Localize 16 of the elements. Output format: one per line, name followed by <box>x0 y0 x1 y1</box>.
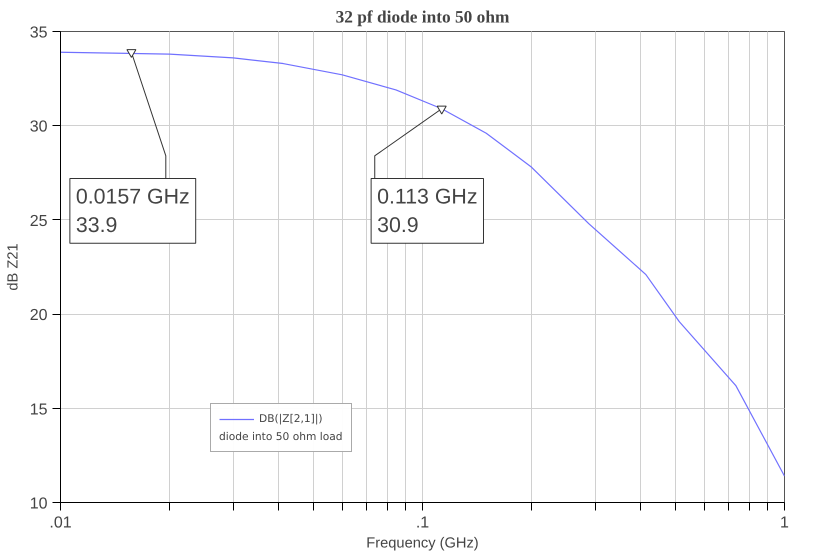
annotation: 0.0157 GHz 33.9 <box>76 184 190 238</box>
x-axis-title: Frequency (GHz) <box>366 536 479 552</box>
legend-title: diode into 50 ohm load <box>219 430 343 443</box>
y-tick-label: 20 <box>30 307 48 324</box>
annotation: 0.113 GHz 30.9 <box>377 184 478 238</box>
x-tick-label: 1 <box>780 514 790 532</box>
y-tick-label: 30 <box>30 118 48 136</box>
y-tick-label: 25 <box>30 212 48 230</box>
legend-label: DB(|Z[2,1]|) <box>259 412 323 425</box>
y-tick-label: 35 <box>30 24 48 42</box>
y-axis-title: dB Z21 <box>6 243 22 291</box>
y-tick-label: 15 <box>30 401 48 418</box>
chart-title: 32 pf diode into 50 ohm <box>336 8 510 26</box>
x-tick-label: .01 <box>49 514 72 532</box>
x-tick-label: .1 <box>416 514 430 532</box>
y-tick-label: 10 <box>30 496 48 512</box>
